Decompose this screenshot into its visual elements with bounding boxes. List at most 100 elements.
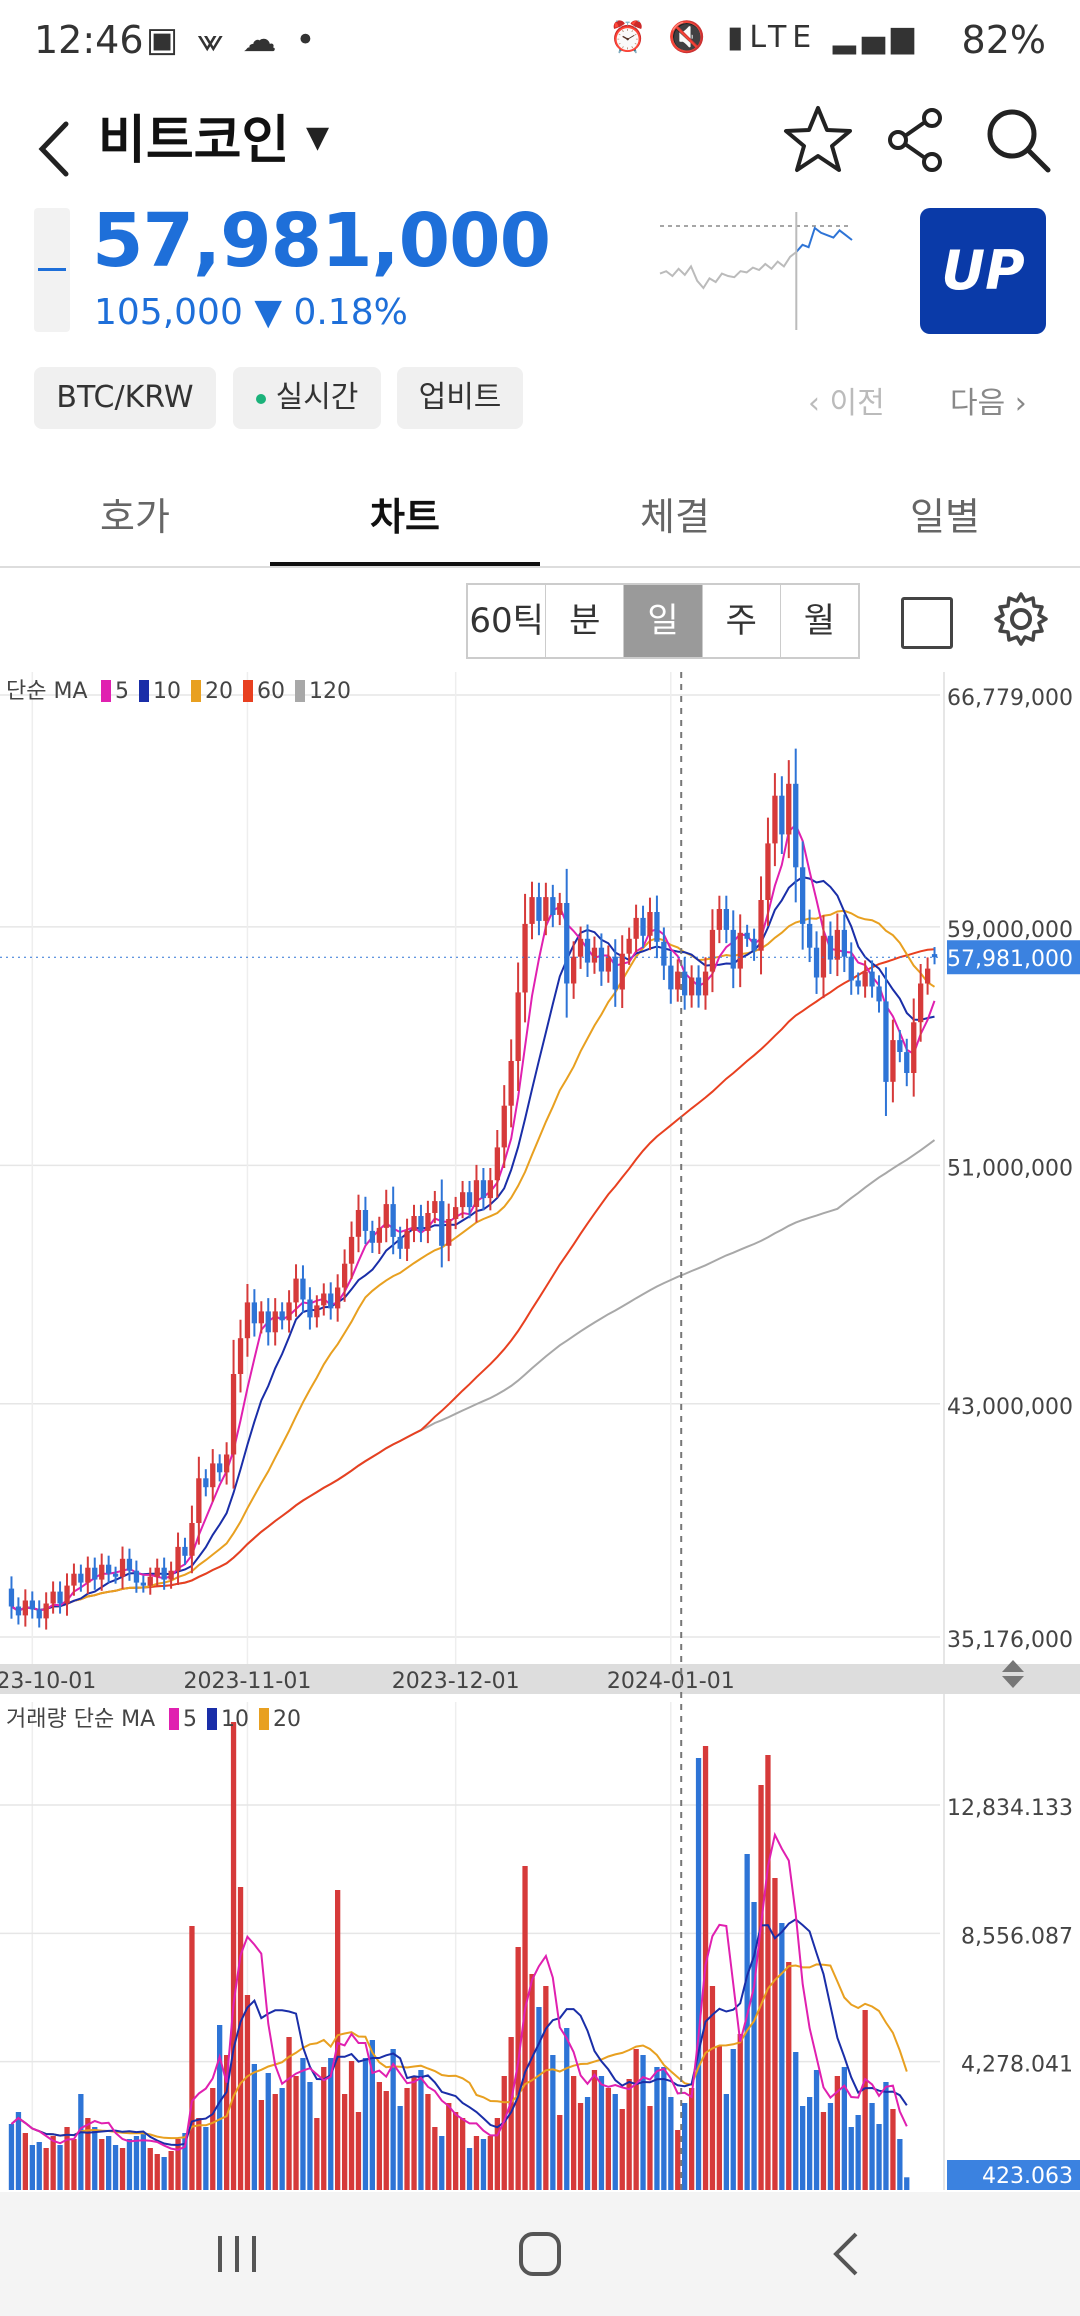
volume-bar [577, 2103, 584, 2190]
search-icon[interactable] [978, 100, 1058, 180]
tab-daily[interactable]: 일별 [910, 495, 980, 539]
price-tick-label: 59,000,000 [947, 918, 1073, 943]
volume-bar [682, 2103, 688, 2190]
recent-apps-icon[interactable] [212, 2232, 262, 2276]
candle-body [342, 1263, 348, 1288]
volume-bar [564, 2028, 570, 2190]
volume-bar [855, 2115, 861, 2190]
interval-minute[interactable]: 분 [546, 585, 625, 657]
candle-body [189, 1523, 195, 1556]
share-icon[interactable] [876, 100, 956, 180]
back-arrow-icon[interactable] [30, 104, 80, 194]
candle-body [8, 1588, 15, 1607]
volume-bar [390, 2049, 396, 2190]
candle-body [210, 1463, 216, 1488]
dropdown-caret-icon[interactable]: ▼ [306, 120, 330, 155]
volume-bar [182, 2133, 188, 2190]
volume-bar [147, 2148, 153, 2190]
volume-bar [175, 2139, 181, 2190]
change-amount: 105,000 [94, 292, 243, 333]
candle-body [446, 1219, 452, 1246]
volume-tick-label: 4,278.041 [961, 2053, 1073, 2078]
date-label: 2023-12-01 [392, 1669, 520, 1694]
volume-bar [883, 2082, 889, 2190]
volume-bar [432, 2127, 438, 2190]
volume-bar [265, 2073, 271, 2190]
current-volume-label: 423.063 [982, 2164, 1073, 2189]
interval-day[interactable]: 일 [624, 585, 703, 657]
volume-bar [848, 2127, 854, 2190]
candlestick-chart[interactable]: 66,779,000 59,000,000 51,000,000 43,000,000… [0, 672, 1080, 2190]
pair-chip[interactable]: BTC/KRW [34, 367, 216, 429]
candle-body [730, 929, 736, 969]
candle-body [911, 1022, 917, 1073]
volume-bar [529, 1974, 535, 2190]
system-nav-bar [0, 2192, 1080, 2316]
candle-body [369, 1230, 375, 1243]
exchange-chip[interactable]: 업비트 [397, 367, 523, 429]
volume-bar [522, 1866, 528, 2190]
tab-chart[interactable]: 차트 [370, 495, 440, 539]
candle-body [772, 795, 778, 844]
home-icon[interactable] [518, 2230, 562, 2278]
candle-body [515, 992, 521, 1061]
volume-bar [376, 2082, 382, 2190]
volume-bar [348, 2061, 355, 2190]
realtime-chip[interactable]: 실시간 [233, 367, 381, 429]
candle-body [529, 897, 535, 924]
volume-bar [446, 2103, 452, 2190]
volume-bar [820, 2112, 827, 2190]
volume-bar [612, 2094, 618, 2190]
volume-bar [758, 1785, 764, 2190]
candle-body [848, 956, 854, 981]
volume-bar [85, 2118, 91, 2190]
candle-body [71, 1573, 77, 1586]
candle-body [661, 941, 667, 966]
volume-bar [161, 2157, 167, 2190]
candle-body [668, 965, 674, 990]
candle-body [203, 1478, 209, 1488]
interval-selector: 60틱 분 일 주 월 [466, 583, 860, 659]
coin-title[interactable]: 비트코인 [98, 111, 290, 171]
fullscreen-square-icon[interactable] [901, 597, 953, 649]
candle-body [862, 971, 868, 987]
volume-bar [876, 2124, 882, 2190]
volume-bar [827, 2103, 834, 2190]
next-button[interactable]: 다음 › [950, 386, 1027, 421]
current-price-badge [947, 940, 1080, 975]
volume-bar [140, 2133, 146, 2190]
candle-body [647, 912, 653, 936]
candle-body [36, 1609, 42, 1619]
candle-body [619, 953, 625, 990]
candle-body [404, 1230, 410, 1249]
interval-60tick[interactable]: 60틱 [468, 585, 547, 657]
volume-legend-swatch [259, 1708, 269, 1730]
candle-body [425, 1213, 431, 1231]
prev-button[interactable]: ‹ 이전 [808, 386, 885, 421]
star-icon[interactable] [778, 100, 858, 180]
battery-level: 82% [961, 18, 1046, 62]
candle-body [29, 1600, 35, 1610]
volume-bar [862, 2010, 868, 2190]
candle-body [494, 1147, 500, 1181]
interval-week[interactable]: 주 [703, 585, 781, 657]
candle-body [751, 938, 757, 951]
volume-bar [251, 2064, 257, 2190]
volume-bar [217, 2025, 223, 2190]
tab-trades[interactable]: 체결 [640, 495, 710, 539]
volume-bar [342, 2094, 348, 2190]
volume-bar [744, 1854, 750, 2190]
candle-body [460, 1192, 466, 1208]
volume-bar [397, 2106, 403, 2190]
gear-icon[interactable] [992, 590, 1050, 648]
candle-body [272, 1311, 278, 1333]
price-tick-label: 51,000,000 [947, 1156, 1073, 1181]
current-price-label: 57,981,000 [947, 947, 1073, 972]
interval-month[interactable]: 월 [803, 601, 836, 641]
volume-bar [300, 2058, 306, 2190]
back-nav-icon[interactable] [826, 2230, 866, 2278]
volume-bar [487, 2136, 493, 2190]
candle-body [584, 938, 591, 963]
tab-orderbook[interactable]: 호가 [100, 495, 170, 539]
volume-bar [15, 2112, 22, 2190]
